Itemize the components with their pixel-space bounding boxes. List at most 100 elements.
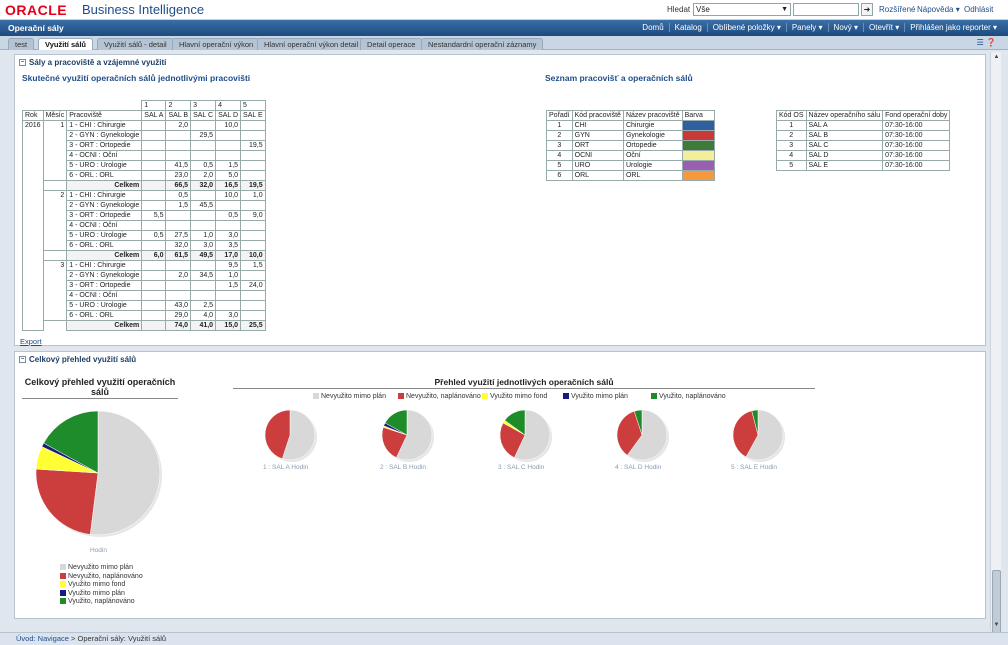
department-cell: 5 - URO : Urologie	[66, 300, 143, 311]
legend-entry: Nevyužito mimo plán	[313, 393, 386, 400]
page-options-icon[interactable]: ☰	[976, 38, 984, 47]
column-header: SAL D	[215, 110, 242, 121]
scroll-thumb[interactable]	[992, 570, 1001, 645]
total-row: Celkem 66,5 32,0 16,5 19,5	[23, 180, 266, 191]
overall-pie-slice-1[interactable]	[35, 468, 99, 535]
table-cell: 07:30-16:00	[882, 150, 951, 161]
nav-bar: Operační sály Domů Katalog Oblíbené polo…	[0, 20, 1008, 36]
search-go-icon[interactable]: ➜	[861, 3, 873, 16]
value-cell: 43,0	[165, 300, 192, 311]
breadcrumb-current: Operační sály: Využití sálů	[77, 634, 167, 643]
tab-detail-operace[interactable]: Detail operace	[360, 38, 423, 50]
help-icon[interactable]: ❓	[986, 38, 996, 47]
nav-signed-in-as[interactable]: Přihlášen jako reporter ▾	[904, 23, 1002, 32]
section-overview: – Celkový přehled využití sálů	[14, 351, 986, 619]
room-pie-1-slice-1[interactable]	[264, 409, 291, 460]
value-cell	[215, 140, 242, 151]
room-pie-5-slice-0[interactable]	[745, 409, 784, 461]
value-cell	[141, 270, 167, 281]
room-pie-2-slice-4[interactable]	[384, 409, 408, 436]
room-pie-4-slice-1[interactable]	[616, 410, 643, 456]
nav-catalog[interactable]: Katalog	[668, 23, 707, 32]
collapse-icon[interactable]: –	[19, 59, 26, 67]
room-pie-1-slice-0[interactable]	[281, 409, 316, 461]
legend-label: Využito mimo fond	[490, 393, 548, 400]
room-pie-4-slice-0[interactable]	[626, 409, 668, 461]
room-pie-caption: 5 : SAL E Hodin	[731, 464, 778, 471]
total-cell: 49,5	[190, 250, 217, 261]
tab-hlavni-operacni-vykon-detail[interactable]: Hlavní operační výkon detail	[257, 38, 366, 50]
tab-hlavni-operacni-vykon[interactable]: Hlavní operační výkon	[172, 38, 261, 50]
room-pie-3-slice-4[interactable]	[504, 409, 526, 436]
export-link[interactable]: Export	[20, 337, 42, 346]
pivot-table: 1 2 3 4 5 Rok Měsíc Pracoviště SAL A SAL B SAL C SA…	[22, 100, 266, 331]
value-cell	[190, 190, 217, 201]
nav-dashboards[interactable]: Panely ▾	[785, 23, 828, 32]
name-cell: Gynekologie	[622, 130, 683, 141]
tab-vyuziti-salu-detail[interactable]: Využití sálů - detail	[97, 38, 174, 50]
overall-pie-slice-0[interactable]	[89, 410, 161, 536]
search-scope-select[interactable]: Vše ▼	[693, 3, 791, 16]
value-cell	[190, 280, 217, 291]
month-cell: 2	[42, 190, 68, 251]
nav-open[interactable]: Otevřít ▾	[863, 23, 904, 32]
value-cell: 45,5	[190, 200, 217, 211]
total-cell: 6,0	[141, 250, 167, 261]
search-input[interactable]	[793, 3, 859, 16]
value-cell	[215, 150, 242, 161]
value-cell	[141, 150, 167, 161]
nav-new[interactable]: Nový ▾	[827, 23, 863, 32]
room-pie-2-slice-0[interactable]	[396, 409, 433, 461]
nav-favorites[interactable]: Oblíbené položky ▾	[706, 23, 786, 32]
department-cell: 6 - ORL : ORL	[66, 310, 143, 321]
col-number: 5	[240, 100, 266, 111]
breadcrumb-home[interactable]: Úvod: Navigace	[16, 634, 69, 643]
help-link[interactable]: Nápověda ▾	[917, 5, 960, 14]
value-cell	[141, 120, 167, 131]
nav-home[interactable]: Domů	[642, 23, 664, 32]
month-cell: 3	[42, 260, 68, 321]
name-cell: Oční	[622, 150, 683, 161]
tab-vyuziti-salu[interactable]: Využití sálů	[38, 38, 93, 50]
legend-label: Nevyužito mimo plán	[68, 564, 133, 571]
logout-link[interactable]: Odhlásit	[964, 5, 994, 14]
blank-cell	[43, 321, 67, 331]
department-cell: 4 - OCNI : Oční	[66, 290, 143, 301]
value-cell	[215, 290, 242, 301]
col-number: 1	[141, 100, 167, 111]
scroll-down-icon[interactable]: ▼	[993, 622, 1000, 628]
blank-cell	[67, 101, 142, 111]
col-number: 2	[165, 100, 192, 111]
overall-pie-slice-4[interactable]	[43, 410, 99, 474]
year-cell: 2016	[22, 120, 44, 331]
room-pie-2-slice-1[interactable]	[381, 426, 408, 458]
tab-nestandardni-zaznamy[interactable]: Nestandardní operační záznamy	[421, 38, 544, 50]
room-pie-5-slice-1[interactable]	[732, 410, 759, 458]
legend-entry: Využito mimo plán	[60, 590, 125, 597]
collapse-icon[interactable]: –	[19, 356, 26, 364]
vertical-scrollbar[interactable]: ▲ ▼	[990, 52, 1001, 645]
tab-test[interactable]: test	[8, 38, 35, 50]
value-cell	[165, 210, 192, 221]
code-cell: GYN	[571, 130, 624, 141]
pivot-grid: 1 2 3 4 5 Rok Měsíc Pracoviště SAL A SAL B SAL C SA…	[22, 100, 266, 331]
table-cell: 07:30-16:00	[882, 140, 951, 151]
value-cell	[190, 120, 217, 131]
room-pie-5-slice-4[interactable]	[751, 409, 759, 436]
name-cell: Chirurgie	[622, 120, 683, 131]
value-cell: 24,0	[240, 280, 266, 291]
order-cell: 6	[546, 170, 573, 181]
scroll-up-icon[interactable]: ▲	[993, 54, 1000, 60]
value-cell: 10,0	[215, 120, 242, 131]
advanced-link[interactable]: Rozšířené	[879, 5, 916, 14]
column-header: Rok	[22, 110, 44, 121]
table-cell: 2	[776, 130, 807, 141]
total-label: Celkem	[66, 250, 143, 261]
room-pie-3-slice-0[interactable]	[514, 409, 551, 461]
overall-chart-title: Celkový přehled využití operačních sálů	[24, 377, 176, 397]
column-header: Název operačního sálu	[805, 110, 884, 121]
room-pie-4-slice-4[interactable]	[633, 409, 643, 436]
legend-entry: Využito, naplánováno	[651, 393, 726, 400]
table-row: 2 GYN Gynekologie	[546, 130, 715, 141]
